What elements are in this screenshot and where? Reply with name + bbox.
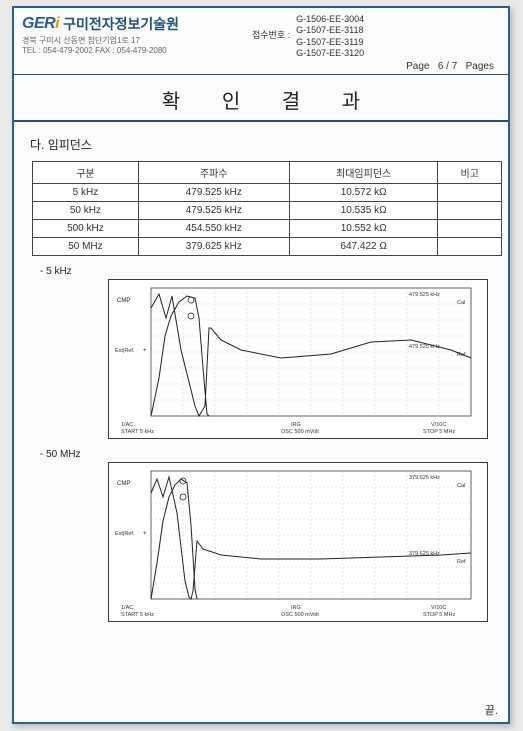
table-cell: 479.525 kHz — [138, 202, 289, 220]
recno-item: G-1506-EE-3004 — [296, 14, 364, 25]
page-label-a: Page — [406, 61, 429, 72]
svg-text:379.625 kHz: 379.625 kHz — [409, 551, 440, 557]
table-cell: 10.572 kΩ — [289, 184, 438, 202]
svg-text:IRG: IRG — [291, 422, 301, 428]
table-cell — [438, 202, 502, 220]
page-label-b: Pages — [466, 61, 494, 72]
svg-text:Ext|Ref.: Ext|Ref. — [115, 348, 135, 354]
fax-label: FAX : — [95, 46, 115, 55]
svg-text:START 5 kHz: START 5 kHz — [121, 429, 154, 435]
table-header: 주파수 — [138, 162, 289, 184]
table-cell: 10.535 kΩ — [289, 202, 438, 220]
svg-text:CMP: CMP — [117, 481, 130, 487]
table-cell: 500 kHz — [33, 220, 139, 238]
svg-text:479.525 kHz: 479.525 kHz — [409, 344, 440, 350]
svg-text:1/AC: 1/AC — [121, 422, 133, 428]
table-row: 50 kHz 479.525 kHz 10.535 kΩ — [33, 202, 502, 220]
page-title: 확 인 결 과 — [14, 75, 508, 122]
content: 다. 임피던스 구분 주파수 최대임피던스 비고 5 kHz 479.525 k… — [14, 122, 508, 628]
chart2-label: - 50 MHz — [40, 449, 494, 460]
svg-text:379.625 kHz: 379.625 kHz — [409, 475, 440, 481]
table-cell: 5 kHz — [33, 184, 139, 202]
chart2: CMP Ext|Ref. +379.625 kHz Cal 379.625 kHz Ref… — [108, 462, 488, 622]
svg-text:Cal: Cal — [457, 300, 465, 306]
page-frame: GERi 구미전자정보기술원 경북 구미시 산동면 첨단기업1로 17 TEL … — [12, 6, 510, 724]
svg-text:STOP 5 MHz: STOP 5 MHz — [423, 429, 455, 435]
table-cell — [438, 220, 502, 238]
svg-text:IRG: IRG — [291, 605, 301, 611]
impedance-table: 구분 주파수 최대임피던스 비고 5 kHz 479.525 kHz 10.57… — [32, 161, 502, 256]
recno-row: 접수번호 : G-1506-EE-3004 G-1507-EE-3118 G-1… — [252, 14, 500, 59]
svg-text:V/10C: V/10C — [431, 422, 446, 428]
header-left: GERi 구미전자정보기술원 경북 구미시 산동면 첨단기업1로 17 TEL … — [22, 14, 252, 72]
chart1-wrap: CMP Ext|Ref. +479.525 kHz Cal 479.525 kHz Ref… — [108, 279, 488, 439]
svg-text:1/AC: 1/AC — [121, 605, 133, 611]
logo-row: GERi 구미전자정보기술원 — [22, 14, 252, 34]
svg-text:Cal: Cal — [457, 483, 465, 489]
svg-text:Ext|Ref.: Ext|Ref. — [115, 531, 135, 537]
header-right: 접수번호 : G-1506-EE-3004 G-1507-EE-3118 G-1… — [252, 14, 500, 72]
page-row: Page 6 / 7 Pages — [252, 61, 500, 72]
table-cell — [438, 184, 502, 202]
logo-en-a: GER — [22, 15, 55, 32]
svg-text:Ref: Ref — [457, 559, 466, 565]
tel-fax: TEL : 054-479-2002 FAX : 054-479-2080 — [22, 46, 252, 55]
table-row: 500 kHz 454.550 kHz 10.552 kΩ — [33, 220, 502, 238]
table-cell: 454.550 kHz — [138, 220, 289, 238]
table-cell: 10.552 kΩ — [289, 220, 438, 238]
table-cell — [438, 238, 502, 256]
page-tot: 7 — [452, 61, 458, 72]
tel-label: TEL : — [22, 46, 41, 55]
chart1-label: - 5 kHz — [40, 266, 494, 277]
header: GERi 구미전자정보기술원 경북 구미시 산동면 첨단기업1로 17 TEL … — [14, 8, 508, 75]
table-header: 구분 — [33, 162, 139, 184]
table-cell: 379.625 kHz — [138, 238, 289, 256]
svg-text:OSC 500 mVolt: OSC 500 mVolt — [281, 612, 319, 618]
logo-en-b: i — [55, 15, 59, 32]
page-cur: 6 — [438, 61, 444, 72]
table-header: 비고 — [438, 162, 502, 184]
recno-label: 접수번호 : — [252, 14, 290, 59]
table-header: 최대임피던스 — [289, 162, 438, 184]
svg-text:START 5 kHz: START 5 kHz — [121, 612, 154, 618]
recno-item: G-1507-EE-3120 — [296, 48, 364, 59]
svg-text:Ref: Ref — [457, 352, 466, 358]
fax: 054-479-2080 — [117, 46, 167, 55]
recno-item: G-1507-EE-3119 — [296, 37, 364, 48]
section-heading: 다. 임피던스 — [30, 136, 494, 153]
svg-text:+: + — [143, 348, 147, 354]
logo-kr: 구미전자정보기술원 — [63, 14, 179, 34]
svg-text:+: + — [143, 531, 147, 537]
recno-item: G-1507-EE-3118 — [296, 25, 364, 36]
tel: 054-479-2002 — [43, 46, 93, 55]
end-mark: 끝. — [485, 702, 498, 718]
address: 경북 구미시 산동면 첨단기업1로 17 — [22, 35, 252, 46]
table-cell: 50 kHz — [33, 202, 139, 220]
svg-text:STOP 5 MHz: STOP 5 MHz — [423, 612, 455, 618]
svg-text:V/10C: V/10C — [431, 605, 446, 611]
chart2-wrap: CMP Ext|Ref. +379.625 kHz Cal 379.625 kHz Ref… — [108, 462, 488, 622]
recno-list: G-1506-EE-3004 G-1507-EE-3118 G-1507-EE-… — [296, 14, 364, 59]
svg-text:OSC 500 mVolt: OSC 500 mVolt — [281, 429, 319, 435]
chart1: CMP Ext|Ref. +479.525 kHz Cal 479.525 kHz Ref… — [108, 279, 488, 439]
table-cell: 50 MHz — [33, 238, 139, 256]
table-cell: 647.422 Ω — [289, 238, 438, 256]
svg-text:479.525 kHz: 479.525 kHz — [409, 292, 440, 298]
table-header-row: 구분 주파수 최대임피던스 비고 — [33, 162, 502, 184]
table-row: 5 kHz 479.525 kHz 10.572 kΩ — [33, 184, 502, 202]
svg-text:CMP: CMP — [117, 298, 130, 304]
table-row: 50 MHz 379.625 kHz 647.422 Ω — [33, 238, 502, 256]
table-cell: 479.525 kHz — [138, 184, 289, 202]
logo-en: GERi — [22, 15, 59, 33]
page-sep: / — [446, 61, 449, 72]
